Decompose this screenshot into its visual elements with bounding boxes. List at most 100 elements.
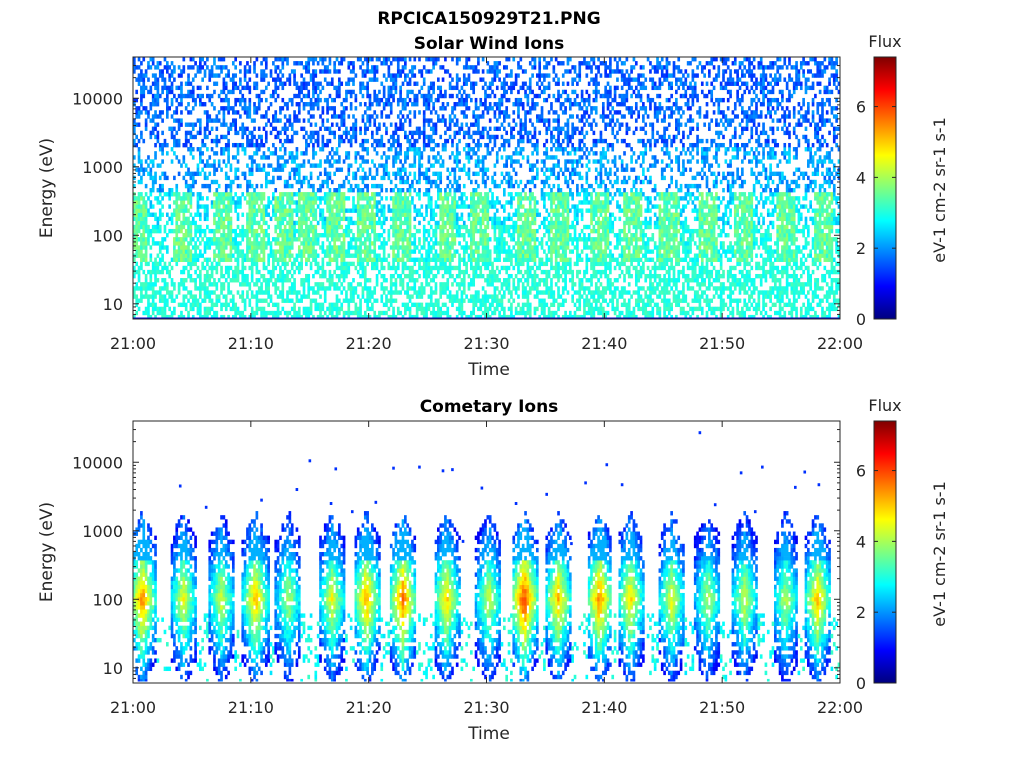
heatmap-cell — [288, 286, 292, 291]
heatmap-cell — [297, 298, 301, 303]
heatmap-cell — [378, 57, 381, 62]
heatmap-cell — [297, 269, 301, 275]
heatmap-cell — [446, 257, 450, 262]
heatmap-cell — [477, 216, 480, 222]
heatmap-cell — [323, 249, 327, 254]
heatmap-cell — [345, 126, 348, 131]
heatmap-cell — [229, 208, 233, 213]
heatmap-cell — [462, 81, 466, 86]
heatmap-cell — [328, 302, 332, 308]
heatmap-cell — [168, 188, 172, 193]
heatmap-cell — [309, 302, 313, 308]
heatmap-cell — [198, 159, 202, 164]
heatmap-cell — [418, 249, 421, 254]
heatmap-cell — [168, 204, 172, 209]
heatmap-cell — [189, 57, 193, 62]
heatmap-cell — [309, 241, 313, 246]
heatmap-cell — [154, 241, 157, 246]
heatmap-cell — [484, 228, 487, 234]
heatmap-cell — [437, 142, 440, 148]
heatmap-cell — [177, 245, 181, 250]
heatmap-cell — [217, 241, 221, 246]
heatmap-cell — [206, 278, 209, 283]
heatmap-cell — [243, 302, 247, 308]
heatmap-cell — [220, 167, 223, 172]
heatmap-cell — [305, 138, 308, 144]
heatmap-cell — [182, 278, 186, 283]
heatmap-cell — [444, 261, 447, 267]
heatmap-cell — [453, 167, 457, 172]
heatmap-cell — [401, 179, 405, 185]
heatmap-cell — [319, 183, 322, 189]
heatmap-cell — [224, 298, 228, 303]
heatmap-cell — [161, 253, 164, 258]
heatmap-cell — [224, 216, 228, 222]
heatmap-cell — [319, 81, 322, 86]
heatmap-cell — [418, 110, 421, 115]
heatmap-cell — [455, 228, 459, 234]
heatmap-cell — [144, 208, 148, 213]
heatmap-cell — [250, 228, 254, 234]
heatmap-cell — [309, 171, 313, 177]
heatmap-cell — [203, 257, 207, 262]
heatmap-cell — [453, 175, 457, 181]
heatmap-cell — [345, 265, 348, 271]
heatmap-cell — [399, 237, 402, 242]
heatmap-cell — [338, 208, 341, 213]
heatmap-cell — [279, 110, 282, 115]
heatmap-cell — [427, 89, 431, 95]
heatmap-cell — [455, 57, 459, 62]
heatmap-cell — [213, 61, 216, 66]
heatmap-cell — [470, 253, 473, 258]
heatmap-cell — [385, 171, 388, 177]
heatmap-cell — [163, 302, 167, 308]
heatmap-cell — [425, 257, 428, 262]
heatmap-cell — [363, 237, 367, 242]
heatmap-cell — [272, 249, 275, 254]
heatmap-cell — [198, 306, 202, 312]
heatmap-cell — [335, 245, 339, 250]
heatmap-cell — [323, 69, 327, 74]
heatmap-cell — [389, 188, 393, 193]
heatmap-cell — [432, 138, 435, 144]
heatmap-cell — [330, 81, 334, 86]
heatmap-cell — [439, 175, 443, 181]
heatmap-cell — [208, 171, 212, 177]
heatmap-cell — [385, 159, 388, 164]
heatmap-cell — [415, 179, 419, 185]
heatmap-cell — [283, 183, 287, 189]
heatmap-cell — [340, 196, 344, 201]
heatmap-cell — [479, 130, 483, 136]
heatmap-cell — [448, 249, 452, 254]
heatmap-cell — [180, 110, 183, 115]
heatmap-cell — [408, 163, 412, 168]
heatmap-cell — [396, 204, 400, 209]
heatmap-cell — [198, 57, 202, 62]
heatmap-cell — [378, 89, 381, 95]
heatmap-cell — [305, 65, 308, 70]
heatmap-cell — [227, 233, 230, 238]
heatmap-cell — [352, 245, 355, 250]
heatmap-cell — [175, 138, 179, 144]
heatmap-cell — [241, 126, 245, 131]
heatmap-cell — [189, 257, 193, 262]
heatmap-cell — [427, 265, 431, 271]
heatmap-cell — [262, 77, 266, 82]
heatmap-cell — [437, 93, 440, 99]
heatmap-cell — [422, 122, 426, 127]
heatmap-cell — [300, 61, 303, 66]
heatmap-cell — [215, 224, 219, 230]
heatmap-cell — [151, 241, 155, 246]
heatmap-cell — [239, 142, 242, 148]
heatmap-cell — [474, 142, 478, 148]
heatmap-cell — [316, 314, 320, 319]
heatmap-cell — [446, 286, 450, 291]
heatmap-cell — [352, 175, 355, 181]
heatmap-cell — [307, 237, 311, 242]
heatmap-cell — [302, 126, 306, 131]
heatmap-cell — [175, 85, 179, 91]
heatmap-cell — [309, 261, 313, 267]
heatmap-cell — [340, 204, 344, 209]
heatmap-cell — [481, 228, 485, 234]
heatmap-cell — [399, 310, 402, 316]
